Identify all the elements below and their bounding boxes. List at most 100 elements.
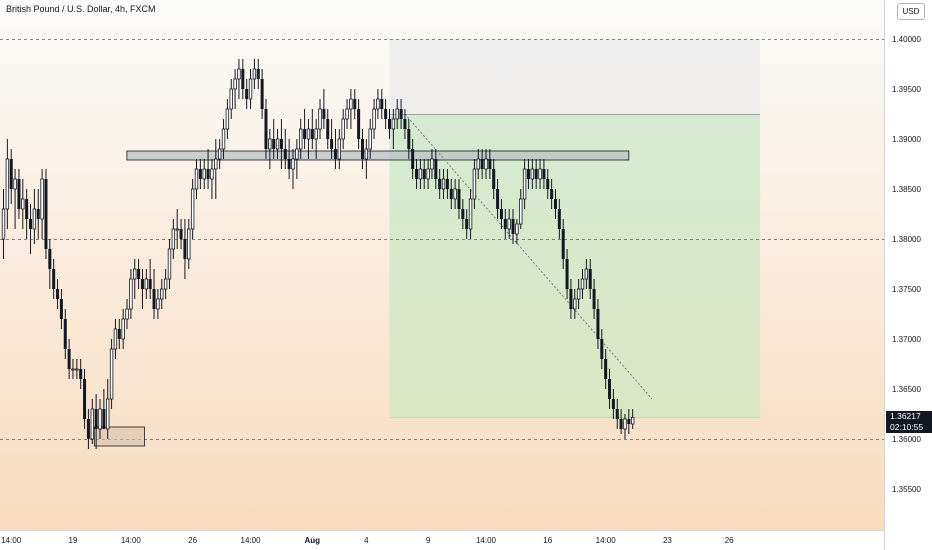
candle-body-up [113,328,118,350]
candle-body-up [314,128,318,140]
candle-body-up [237,68,241,80]
take-profit-zone[interactable] [389,114,761,417]
candle [484,149,488,179]
candle [457,179,461,219]
candle [206,149,210,189]
candle-body-up [75,368,79,371]
candle-body-down [67,349,71,369]
price-tick-label: 1.36500 [892,385,921,394]
price-tick-label: 1.37500 [892,285,921,294]
candle-body-down [438,179,442,189]
time-tick-label: 14:00 [596,536,617,545]
candle-body-down [611,399,615,409]
candle [438,169,442,199]
candle [210,159,214,199]
candle-body-down [287,159,291,169]
candle-body-down [256,69,260,79]
candle-body-down [279,139,283,149]
candle [380,89,384,119]
candle-body-up [144,278,149,290]
candle-body-down [86,419,90,439]
candle [75,359,79,379]
candle-body-down [83,379,87,419]
time-tick-label: 26 [725,536,734,545]
candle-body-down [357,109,361,139]
candle [237,59,241,99]
candle-body-up [133,268,137,280]
candle-body-up [160,288,164,300]
candle-body-up [40,178,44,220]
candle-body-down [330,139,334,149]
candle [418,159,423,189]
candle [233,69,237,109]
candle-body-down [79,369,83,379]
candle-body-up [468,198,473,230]
candle-body-down [140,279,144,289]
time-tick-label: 19 [69,536,78,545]
candle [248,69,253,109]
stop-loss-zone[interactable] [389,39,761,114]
candle [526,159,530,189]
candle-body-down [596,309,600,339]
candle [129,269,133,319]
candle [56,279,60,309]
candle-body-up [13,178,17,190]
candle-body-down [499,209,503,219]
candle [441,169,446,199]
candle [580,269,585,299]
candle-body-down [480,159,484,169]
candle-body-down [608,379,612,399]
candle-body-up [573,298,577,310]
candle [252,59,257,89]
candle [345,99,349,129]
candle [511,209,515,244]
candle [102,389,106,429]
candle [202,159,206,189]
candle-body-down [148,279,152,289]
candle [368,119,372,159]
currency-button[interactable]: USD [897,3,925,20]
candle [557,199,561,239]
candle-body-down [592,289,596,309]
candle-body-up [376,98,380,110]
candle-body-up [233,78,237,90]
candle [364,139,369,179]
candle-body-down [360,139,364,159]
candle [221,119,226,159]
resistance-zone[interactable] [126,150,630,161]
trend-line[interactable] [404,113,653,400]
candle-body-down [619,419,623,429]
candle-body-down [245,89,249,99]
candle [268,129,272,169]
candle-body-down [25,199,29,219]
candle [627,409,631,434]
candle-body-down [152,289,156,309]
candle-body-up [217,148,222,160]
candle [611,389,615,419]
candle-body-down [198,169,202,179]
candle-body-down [600,339,604,359]
candle [86,409,90,449]
support-box[interactable] [93,426,145,447]
candle-body-up [106,398,110,430]
candle-body-up [1,208,6,240]
candle [465,209,469,239]
candle [144,269,149,299]
candle [163,269,168,299]
candle [13,169,17,229]
candle [430,149,434,179]
price-tick-label: 1.38500 [892,185,921,194]
candle-body-up [580,278,585,290]
candle-body-down [542,169,546,179]
candle-body-down [333,149,337,159]
candle [534,159,538,189]
candle-body-down [260,79,264,109]
candle-body-down [56,289,60,299]
candle [584,259,589,289]
candle-body-down [380,99,384,109]
candle [399,99,403,129]
candle-body-down [415,169,419,179]
candle-body-up [90,408,94,440]
time-tick-label: 9 [426,536,431,545]
